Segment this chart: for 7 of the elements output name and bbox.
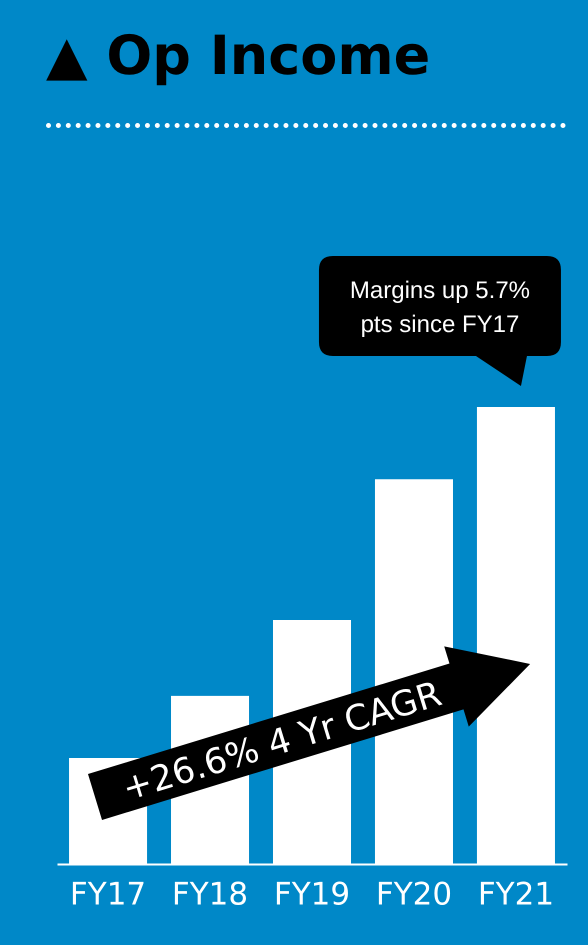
x-tick-label: FY18: [172, 876, 248, 912]
x-tick-label: FY19: [274, 876, 350, 912]
annotation: Margins up 5.7% pts since FY17: [350, 277, 530, 338]
x-tick-label: FY17: [70, 876, 146, 912]
chart-title: ▲ Op Income: [46, 24, 430, 87]
x-tick-label: FY21: [478, 876, 554, 912]
x-tick-label: FY20: [376, 876, 452, 912]
